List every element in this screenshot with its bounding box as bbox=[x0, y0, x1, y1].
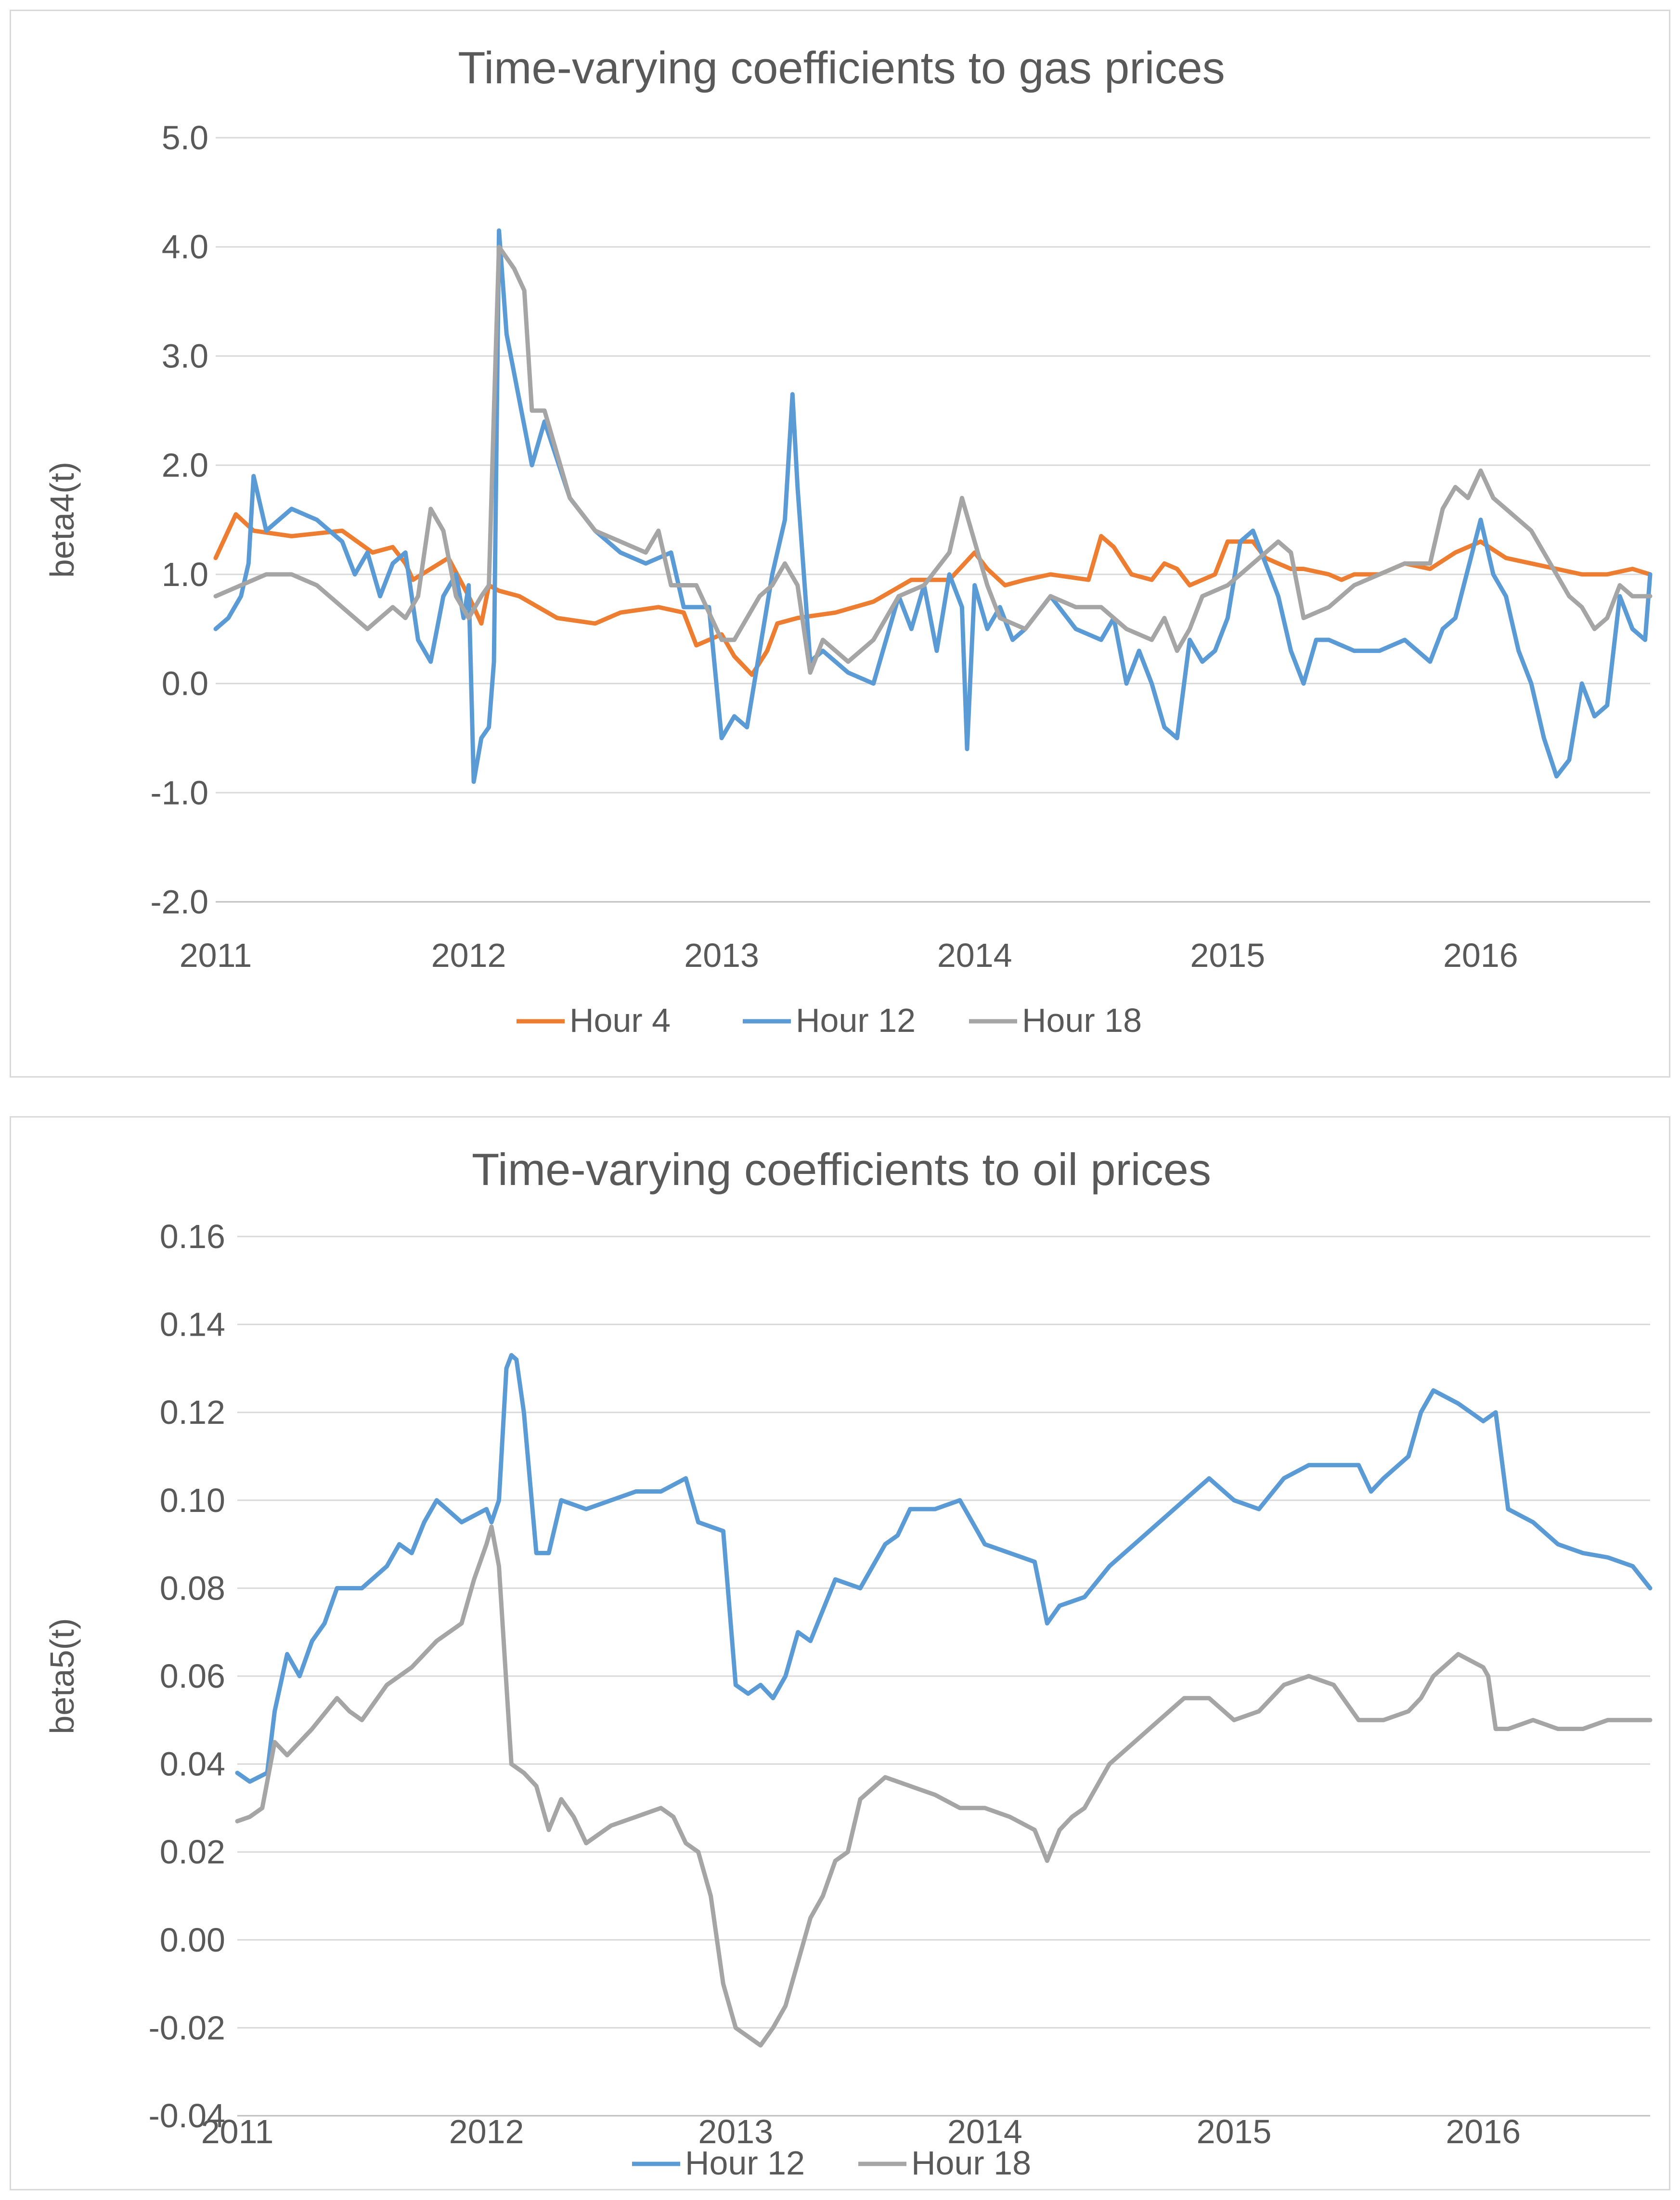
y-tick-label: 4.0 bbox=[162, 228, 208, 266]
x-tick-label: 2014 bbox=[937, 937, 1012, 974]
y-tick-label: 0.08 bbox=[160, 1569, 225, 1607]
y-tick-label: 0.04 bbox=[160, 1745, 225, 1783]
x-tick-label: 2015 bbox=[1190, 937, 1265, 974]
legend-label: Hour 18 bbox=[911, 2144, 1031, 2182]
oil-chart-panel: Time-varying coefficients to oil prices 0… bbox=[10, 1116, 1670, 2190]
legend-label: Hour 18 bbox=[1022, 1002, 1142, 1039]
y-tick-label: -1.0 bbox=[150, 774, 208, 811]
y-tick-label: -0.04 bbox=[148, 2097, 225, 2135]
y-tick-label: -2.0 bbox=[150, 883, 208, 921]
x-tick-label: 2015 bbox=[1197, 2113, 1272, 2150]
series-line-hour-4 bbox=[213, 512, 1653, 677]
legend-label: Hour 4 bbox=[569, 1002, 671, 1039]
x-tick-label: 2016 bbox=[1446, 2113, 1521, 2150]
y-tick-label: 0.00 bbox=[160, 1921, 225, 1959]
x-tick-label: 2014 bbox=[947, 2113, 1022, 2150]
y-tick-label: 0.0 bbox=[162, 665, 208, 703]
series-line-hour-18 bbox=[213, 245, 1653, 675]
y-tick-label: 0.02 bbox=[160, 1833, 225, 1871]
gas-chart: Time-varying coefficients to gas prices 5… bbox=[43, 42, 1653, 1039]
y-tick-label: 3.0 bbox=[162, 337, 208, 375]
y-tick-label: 2.0 bbox=[162, 446, 208, 484]
x-tick-label: 2013 bbox=[684, 937, 759, 974]
y-tick-label: 5.0 bbox=[162, 119, 208, 156]
x-tick-label: 2011 bbox=[201, 2113, 274, 2150]
y-tick-label: -0.02 bbox=[148, 2009, 225, 2046]
y-tick-label: 0.14 bbox=[160, 1306, 225, 1343]
y-tick-label: 0.12 bbox=[160, 1393, 225, 1431]
x-tick-label: 2016 bbox=[1443, 937, 1518, 974]
oil-chart: Time-varying coefficients to oil prices 0… bbox=[43, 1144, 1653, 2182]
chart-title: Time-varying coefficients to gas prices bbox=[458, 42, 1225, 93]
x-tick-label: 2011 bbox=[180, 937, 252, 974]
series-line-hour-12 bbox=[213, 228, 1653, 784]
y-tick-label: 0.16 bbox=[160, 1218, 225, 1255]
y-axis-label: beta5(t) bbox=[43, 1618, 81, 1734]
legend-label: Hour 12 bbox=[685, 2144, 805, 2182]
x-tick-label: 2012 bbox=[431, 937, 506, 974]
x-tick-label: 2012 bbox=[449, 2113, 524, 2150]
y-tick-label: 0.10 bbox=[160, 1482, 225, 1519]
series-line-hour-18 bbox=[235, 1524, 1653, 2048]
chart-title: Time-varying coefficients to oil prices bbox=[472, 1144, 1211, 1195]
legend-label: Hour 12 bbox=[796, 1002, 916, 1039]
y-axis-label: beta4(t) bbox=[43, 462, 81, 578]
y-tick-label: 1.0 bbox=[162, 556, 208, 593]
series-line-hour-12 bbox=[235, 1353, 1653, 1784]
x-tick-label: 2013 bbox=[698, 2113, 773, 2150]
gas-chart-panel: Time-varying coefficients to gas prices 5… bbox=[10, 10, 1670, 1078]
y-tick-label: 0.06 bbox=[160, 1657, 225, 1695]
